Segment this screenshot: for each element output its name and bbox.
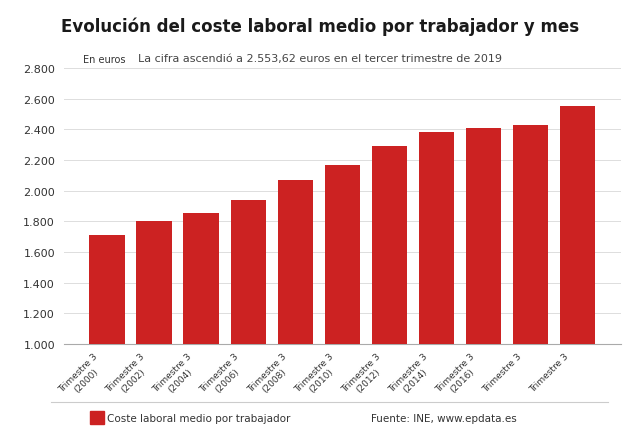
Bar: [466, 129, 501, 430]
Bar: [419, 133, 454, 430]
Text: Fuente: INE, www.epdata.es: Fuente: INE, www.epdata.es: [371, 413, 517, 423]
Text: Coste laboral medio por trabajador: Coste laboral medio por trabajador: [107, 413, 291, 423]
Bar: [372, 147, 407, 430]
Text: La cifra ascendió a 2.553,62 euros en el tercer trimestre de 2019: La cifra ascendió a 2.553,62 euros en el…: [138, 54, 502, 64]
Bar: [513, 126, 548, 430]
Text: Evolución del coste laboral medio por trabajador y mes: Evolución del coste laboral medio por tr…: [61, 17, 579, 36]
Bar: [230, 200, 266, 430]
Bar: [324, 165, 360, 430]
Bar: [136, 222, 172, 430]
Bar: [278, 181, 313, 430]
Text: En euros: En euros: [83, 55, 126, 64]
Bar: [184, 213, 219, 430]
Bar: [560, 107, 595, 430]
Bar: [90, 236, 125, 430]
